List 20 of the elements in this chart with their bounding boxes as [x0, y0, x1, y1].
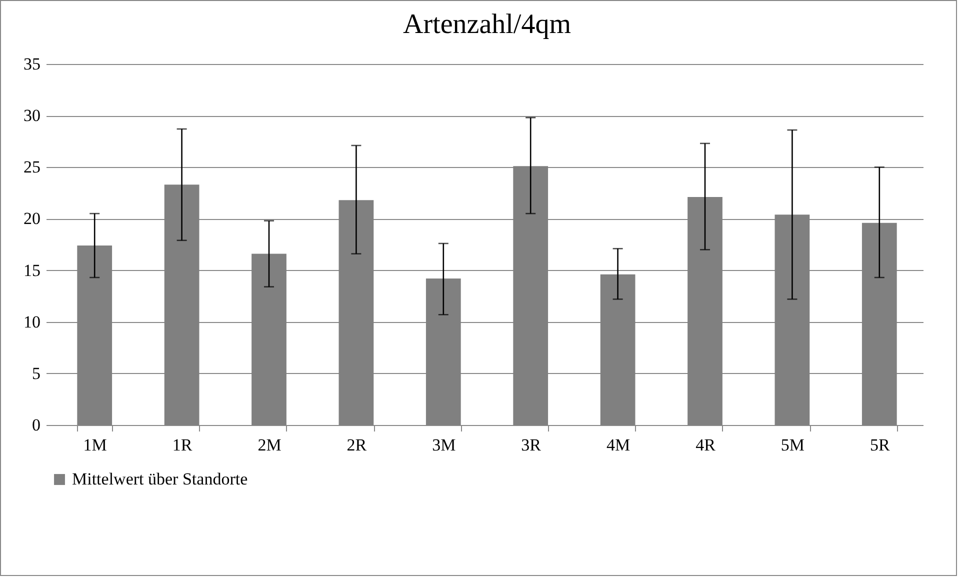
- y-tick-label: 5: [32, 364, 40, 383]
- x-tick-label: 5M: [780, 436, 805, 454]
- x-tick-label: 4R: [696, 436, 716, 454]
- x-tick-label: 3R: [521, 436, 542, 454]
- y-tick-label: 10: [24, 312, 40, 332]
- x-tick-label: 5R: [870, 436, 890, 454]
- x-tick-label: 3M: [432, 436, 456, 454]
- y-tick-label: 30: [24, 106, 40, 126]
- legend-label: Mittelwert über Standorte: [72, 470, 248, 488]
- x-tick-label: 4M: [606, 436, 630, 454]
- y-tick-label: 20: [24, 209, 40, 228]
- y-tick-label: 15: [24, 260, 40, 280]
- y-tick-label: 25: [24, 158, 40, 177]
- x-tick-label: 2R: [346, 436, 368, 454]
- chart-title: Artenzahl/4qm: [403, 9, 572, 40]
- y-tick-label: 0: [32, 416, 40, 434]
- y-tick-label: 35: [24, 54, 40, 74]
- x-tick-label: 1M: [83, 436, 107, 454]
- x-tick-label: 2M: [258, 436, 282, 454]
- x-tick-label: 1R: [172, 436, 193, 454]
